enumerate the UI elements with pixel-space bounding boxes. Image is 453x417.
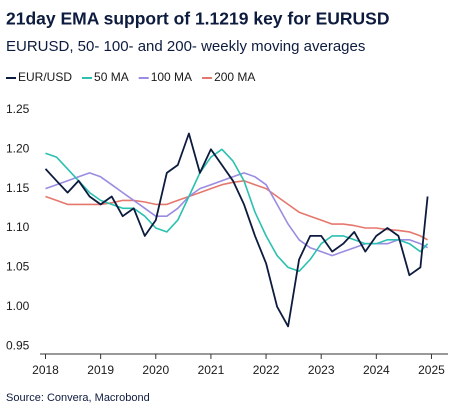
y-tick-label: 1.20 — [6, 141, 30, 155]
y-tick-label: 1.00 — [6, 299, 30, 313]
x-tick-label: 2018 — [32, 363, 59, 377]
legend-label: EUR/USD — [18, 70, 72, 84]
chart-title: 21day EMA support of 1.1219 key for EURU… — [6, 9, 390, 29]
y-tick-label: 0.95 — [6, 338, 30, 352]
y-tick-label: 1.15 — [6, 181, 30, 195]
series-line — [45, 148, 429, 273]
x-tick-label: 2023 — [308, 363, 335, 377]
chart-subtitle: EURUSD, 50- 100- and 200- weekly moving … — [6, 38, 365, 55]
y-tick-label: 1.10 — [6, 220, 30, 234]
y-tick-label: 1.05 — [6, 260, 30, 274]
y-tick-label: 1.25 — [6, 102, 30, 116]
x-tick-label: 2019 — [87, 363, 114, 377]
series-line — [44, 132, 429, 328]
x-tick-label: 2025 — [418, 363, 445, 377]
legend-label: 100 MA — [151, 70, 192, 84]
x-tick-label: 2020 — [142, 363, 169, 377]
x-tick-label: 2022 — [253, 363, 280, 377]
source-note: Source: Convera, Macrobond — [6, 392, 150, 404]
legend-label: 50 MA — [94, 70, 129, 84]
x-tick-label: 2021 — [198, 363, 225, 377]
legend-label: 200 MA — [214, 70, 255, 84]
x-tick-label: 2024 — [363, 363, 390, 377]
